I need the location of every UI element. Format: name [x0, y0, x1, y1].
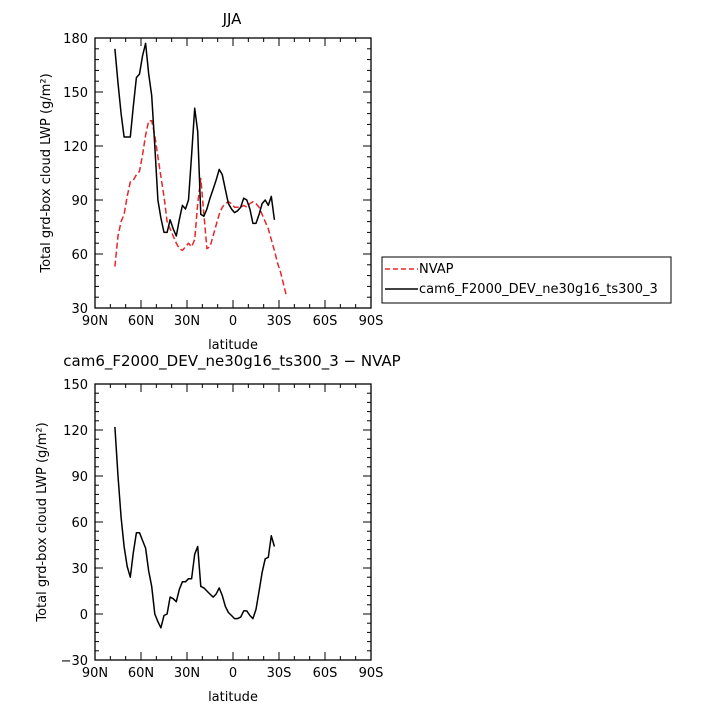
bottom-x-tick-label: 0 [229, 666, 237, 681]
top-y-axis-label: Total grd-box cloud LWP (g/m²) [39, 73, 54, 273]
top-x-tick-label: 60S [313, 314, 338, 329]
bottom-y-tick-label: 60 [71, 516, 88, 531]
top-x-axis-label: latitude [208, 338, 258, 353]
top-series-lines [114, 42, 288, 298]
bottom-y-axis-label: Total grd-box cloud LWP (g/m²) [35, 422, 50, 622]
legend-label-cam6: cam6_F2000_DEV_ne30g16_ts300_3 [419, 282, 658, 297]
top-panel: JJA 90N 60N 30N 0 30S 60S 90S 30 60 90 120 150 180 l… [39, 10, 383, 353]
top-x-tick-label: 30N [174, 314, 200, 329]
bottom-x-tick-label: 90S [359, 666, 384, 681]
bottom-x-tick-label: 60N [128, 666, 154, 681]
bottom-series-lines [114, 426, 276, 629]
top-x-tick-label: 90N [82, 314, 108, 329]
top-x-tick-label: 30S [267, 314, 292, 329]
top-x-tick-label: 0 [229, 314, 237, 329]
bottom-x-tick-label: 60S [313, 666, 338, 681]
top-y-tick-label: 30 [71, 302, 88, 317]
bottom-plot-frame [94, 383, 372, 661]
bottom-y-tick-label: 90 [71, 470, 88, 485]
bottom-chart-title: cam6_F2000_DEV_ne30g16_ts300_3 − NVAP [63, 352, 400, 371]
bottom-series-line-0 [114, 426, 276, 629]
top-series-line-1 [114, 42, 276, 237]
legend: NVAP cam6_F2000_DEV_ne30g16_ts300_3 [381, 256, 672, 304]
top-y-tick-label: 120 [63, 140, 88, 155]
legend-label-nvap: NVAP [419, 262, 454, 277]
top-series-line-0 [114, 120, 288, 298]
bottom-y-tick-label: 0 [80, 608, 88, 623]
bottom-y-tick-label: 30 [71, 562, 88, 577]
bottom-axis-ticks: 90N 60N 30N 0 30S 60S 90S −30 0 30 60 90 120 150 [61, 378, 384, 681]
legend-box [381, 256, 672, 304]
bottom-y-tick-label: 150 [63, 378, 88, 393]
top-axis-ticks: 90N 60N 30N 0 30S 60S 90S 30 60 90 120 150 180 [63, 32, 383, 329]
top-x-tick-label: 90S [359, 314, 384, 329]
top-x-tick-label: 60N [128, 314, 154, 329]
bottom-x-tick-label: 30N [174, 666, 200, 681]
bottom-x-tick-label: 30S [267, 666, 292, 681]
bottom-y-tick-label: −30 [61, 654, 88, 669]
top-y-tick-label: 60 [71, 248, 88, 263]
top-y-tick-label: 150 [63, 86, 88, 101]
bottom-y-tick-label: 120 [63, 424, 88, 439]
bottom-panel: cam6_F2000_DEV_ne30g16_ts300_3 − NVAP 90… [35, 352, 401, 705]
top-y-tick-label: 90 [71, 194, 88, 209]
bottom-x-tick-label: 90N [82, 666, 108, 681]
top-chart-title: JJA [222, 10, 243, 28]
bottom-x-axis-label: latitude [208, 690, 258, 705]
top-y-tick-label: 180 [63, 32, 88, 47]
